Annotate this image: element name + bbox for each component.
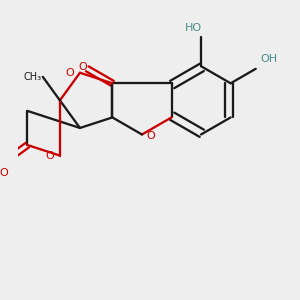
Text: O: O [65,68,74,78]
Text: CH₃: CH₃ [23,72,41,82]
Text: OH: OH [260,54,278,64]
Text: O: O [147,131,155,141]
Text: HO: HO [185,22,202,33]
Text: O: O [0,168,8,178]
Text: O: O [78,62,87,72]
Text: O: O [45,151,54,160]
